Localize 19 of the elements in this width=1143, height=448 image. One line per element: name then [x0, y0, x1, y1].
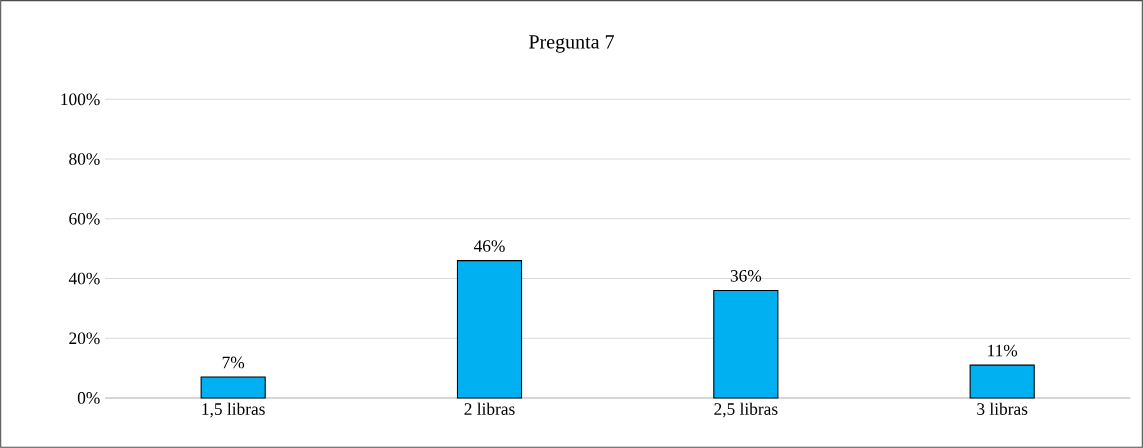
bar	[456, 260, 523, 399]
y-tick-label: 100%	[61, 93, 100, 106]
x-tick-label: 1,5 libras	[202, 402, 265, 418]
x-tick-label: 3 libras	[977, 402, 1028, 415]
y-tick-label: 40%	[68, 272, 100, 285]
y-tick-label: 0%	[77, 392, 100, 404]
data-label: 7%	[222, 356, 245, 369]
bar	[200, 376, 266, 399]
data-label: 36%	[730, 270, 762, 282]
bar	[969, 364, 1035, 399]
y-tick-label: 80%	[69, 153, 100, 165]
y-tick-label: 60%	[69, 212, 100, 225]
chart-title: Pregunta 7	[529, 35, 614, 53]
x-tick-label: 2 libras	[464, 402, 515, 415]
y-tick-label: 20%	[69, 332, 100, 345]
data-label: 11%	[988, 344, 1018, 357]
bar	[713, 289, 779, 399]
x-tick-label: 2,5 libras	[714, 402, 778, 418]
data-label: 46%	[473, 240, 505, 252]
